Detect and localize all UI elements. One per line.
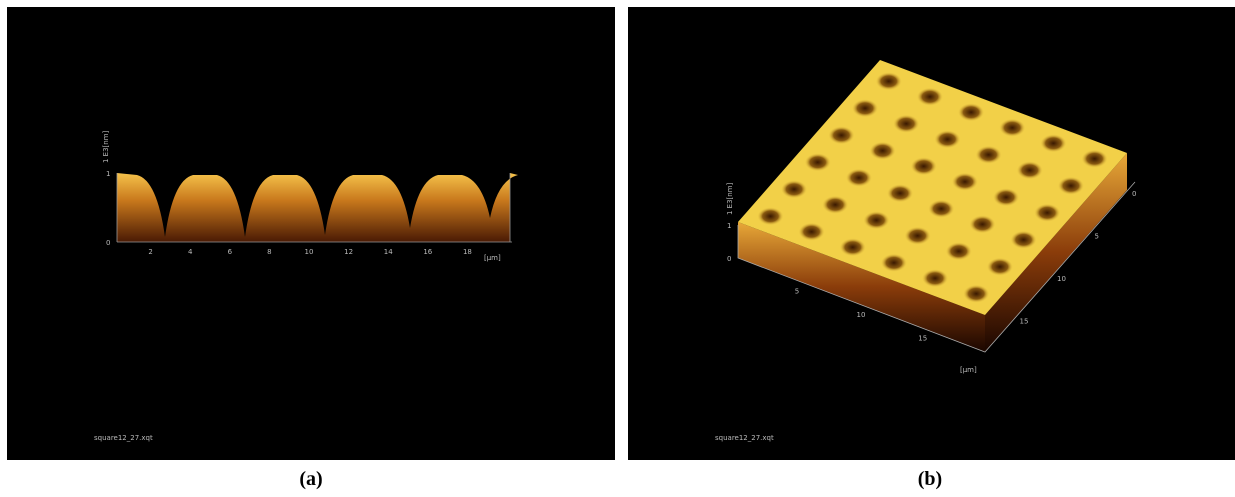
hole bbox=[963, 285, 989, 303]
z-label: 1 E3[nm] bbox=[726, 182, 734, 215]
x-tick: 10 bbox=[305, 248, 314, 256]
hole bbox=[993, 188, 1019, 206]
hole bbox=[952, 173, 978, 191]
y-tick: 10 bbox=[1057, 275, 1066, 283]
x-tick: 5 bbox=[795, 288, 799, 296]
hole bbox=[893, 115, 919, 133]
hole bbox=[1082, 150, 1108, 168]
y-tick: 15 bbox=[1020, 318, 1029, 326]
hole bbox=[881, 254, 907, 272]
hole bbox=[958, 103, 984, 121]
z-tick: 1 bbox=[727, 222, 731, 230]
hole bbox=[969, 215, 995, 233]
hole bbox=[1034, 204, 1060, 222]
file-name: square12_27.xqt bbox=[715, 434, 774, 442]
hole bbox=[757, 207, 783, 225]
x-tick: 6 bbox=[228, 248, 233, 256]
hole bbox=[1017, 161, 1043, 179]
hole bbox=[876, 72, 902, 90]
hole bbox=[887, 184, 913, 202]
x-tick: 4 bbox=[188, 248, 193, 256]
hole bbox=[976, 146, 1002, 164]
hole bbox=[852, 99, 878, 117]
figure: 1 E3[nm] 1 0 [µm] square12_27.xqt 246810… bbox=[0, 0, 1235, 497]
file-name: square12_27.xqt bbox=[94, 434, 153, 442]
hole bbox=[870, 142, 896, 160]
z-tick: 1 bbox=[106, 170, 110, 178]
hole bbox=[840, 238, 866, 256]
x-tick: 15 bbox=[918, 335, 927, 343]
y-tick: 0 bbox=[1132, 190, 1136, 198]
hole bbox=[781, 180, 807, 198]
z-tick: 0 bbox=[727, 255, 731, 263]
caption: (b) bbox=[918, 468, 942, 490]
hole bbox=[934, 130, 960, 148]
hole bbox=[946, 242, 972, 260]
hole bbox=[928, 200, 954, 218]
caption: (a) bbox=[299, 468, 322, 490]
hole bbox=[863, 211, 889, 229]
hole bbox=[987, 258, 1013, 276]
hole bbox=[917, 88, 943, 106]
x-unit: [µm] bbox=[960, 366, 977, 374]
x-tick: 18 bbox=[463, 248, 472, 256]
x-tick: 14 bbox=[384, 248, 393, 256]
x-tick: 2 bbox=[148, 248, 152, 256]
hole bbox=[1058, 177, 1084, 195]
y-tick: 5 bbox=[1095, 233, 1099, 241]
hole bbox=[822, 196, 848, 214]
hole bbox=[911, 157, 937, 175]
hole bbox=[999, 119, 1025, 137]
x-tick: 16 bbox=[423, 248, 432, 256]
hole bbox=[828, 126, 854, 144]
x-tick: 12 bbox=[344, 248, 353, 256]
z-label: 1 E3[nm] bbox=[102, 130, 110, 163]
hole bbox=[799, 223, 825, 241]
hole bbox=[846, 169, 872, 187]
x-unit: [µm] bbox=[484, 254, 501, 262]
z-tick: 0 bbox=[106, 239, 110, 247]
x-tick: 8 bbox=[267, 248, 271, 256]
hole bbox=[1040, 134, 1066, 152]
hole bbox=[905, 227, 931, 245]
hole bbox=[1011, 231, 1037, 249]
hole bbox=[805, 153, 831, 171]
hole bbox=[922, 269, 948, 287]
x-tick: 10 bbox=[857, 311, 866, 319]
